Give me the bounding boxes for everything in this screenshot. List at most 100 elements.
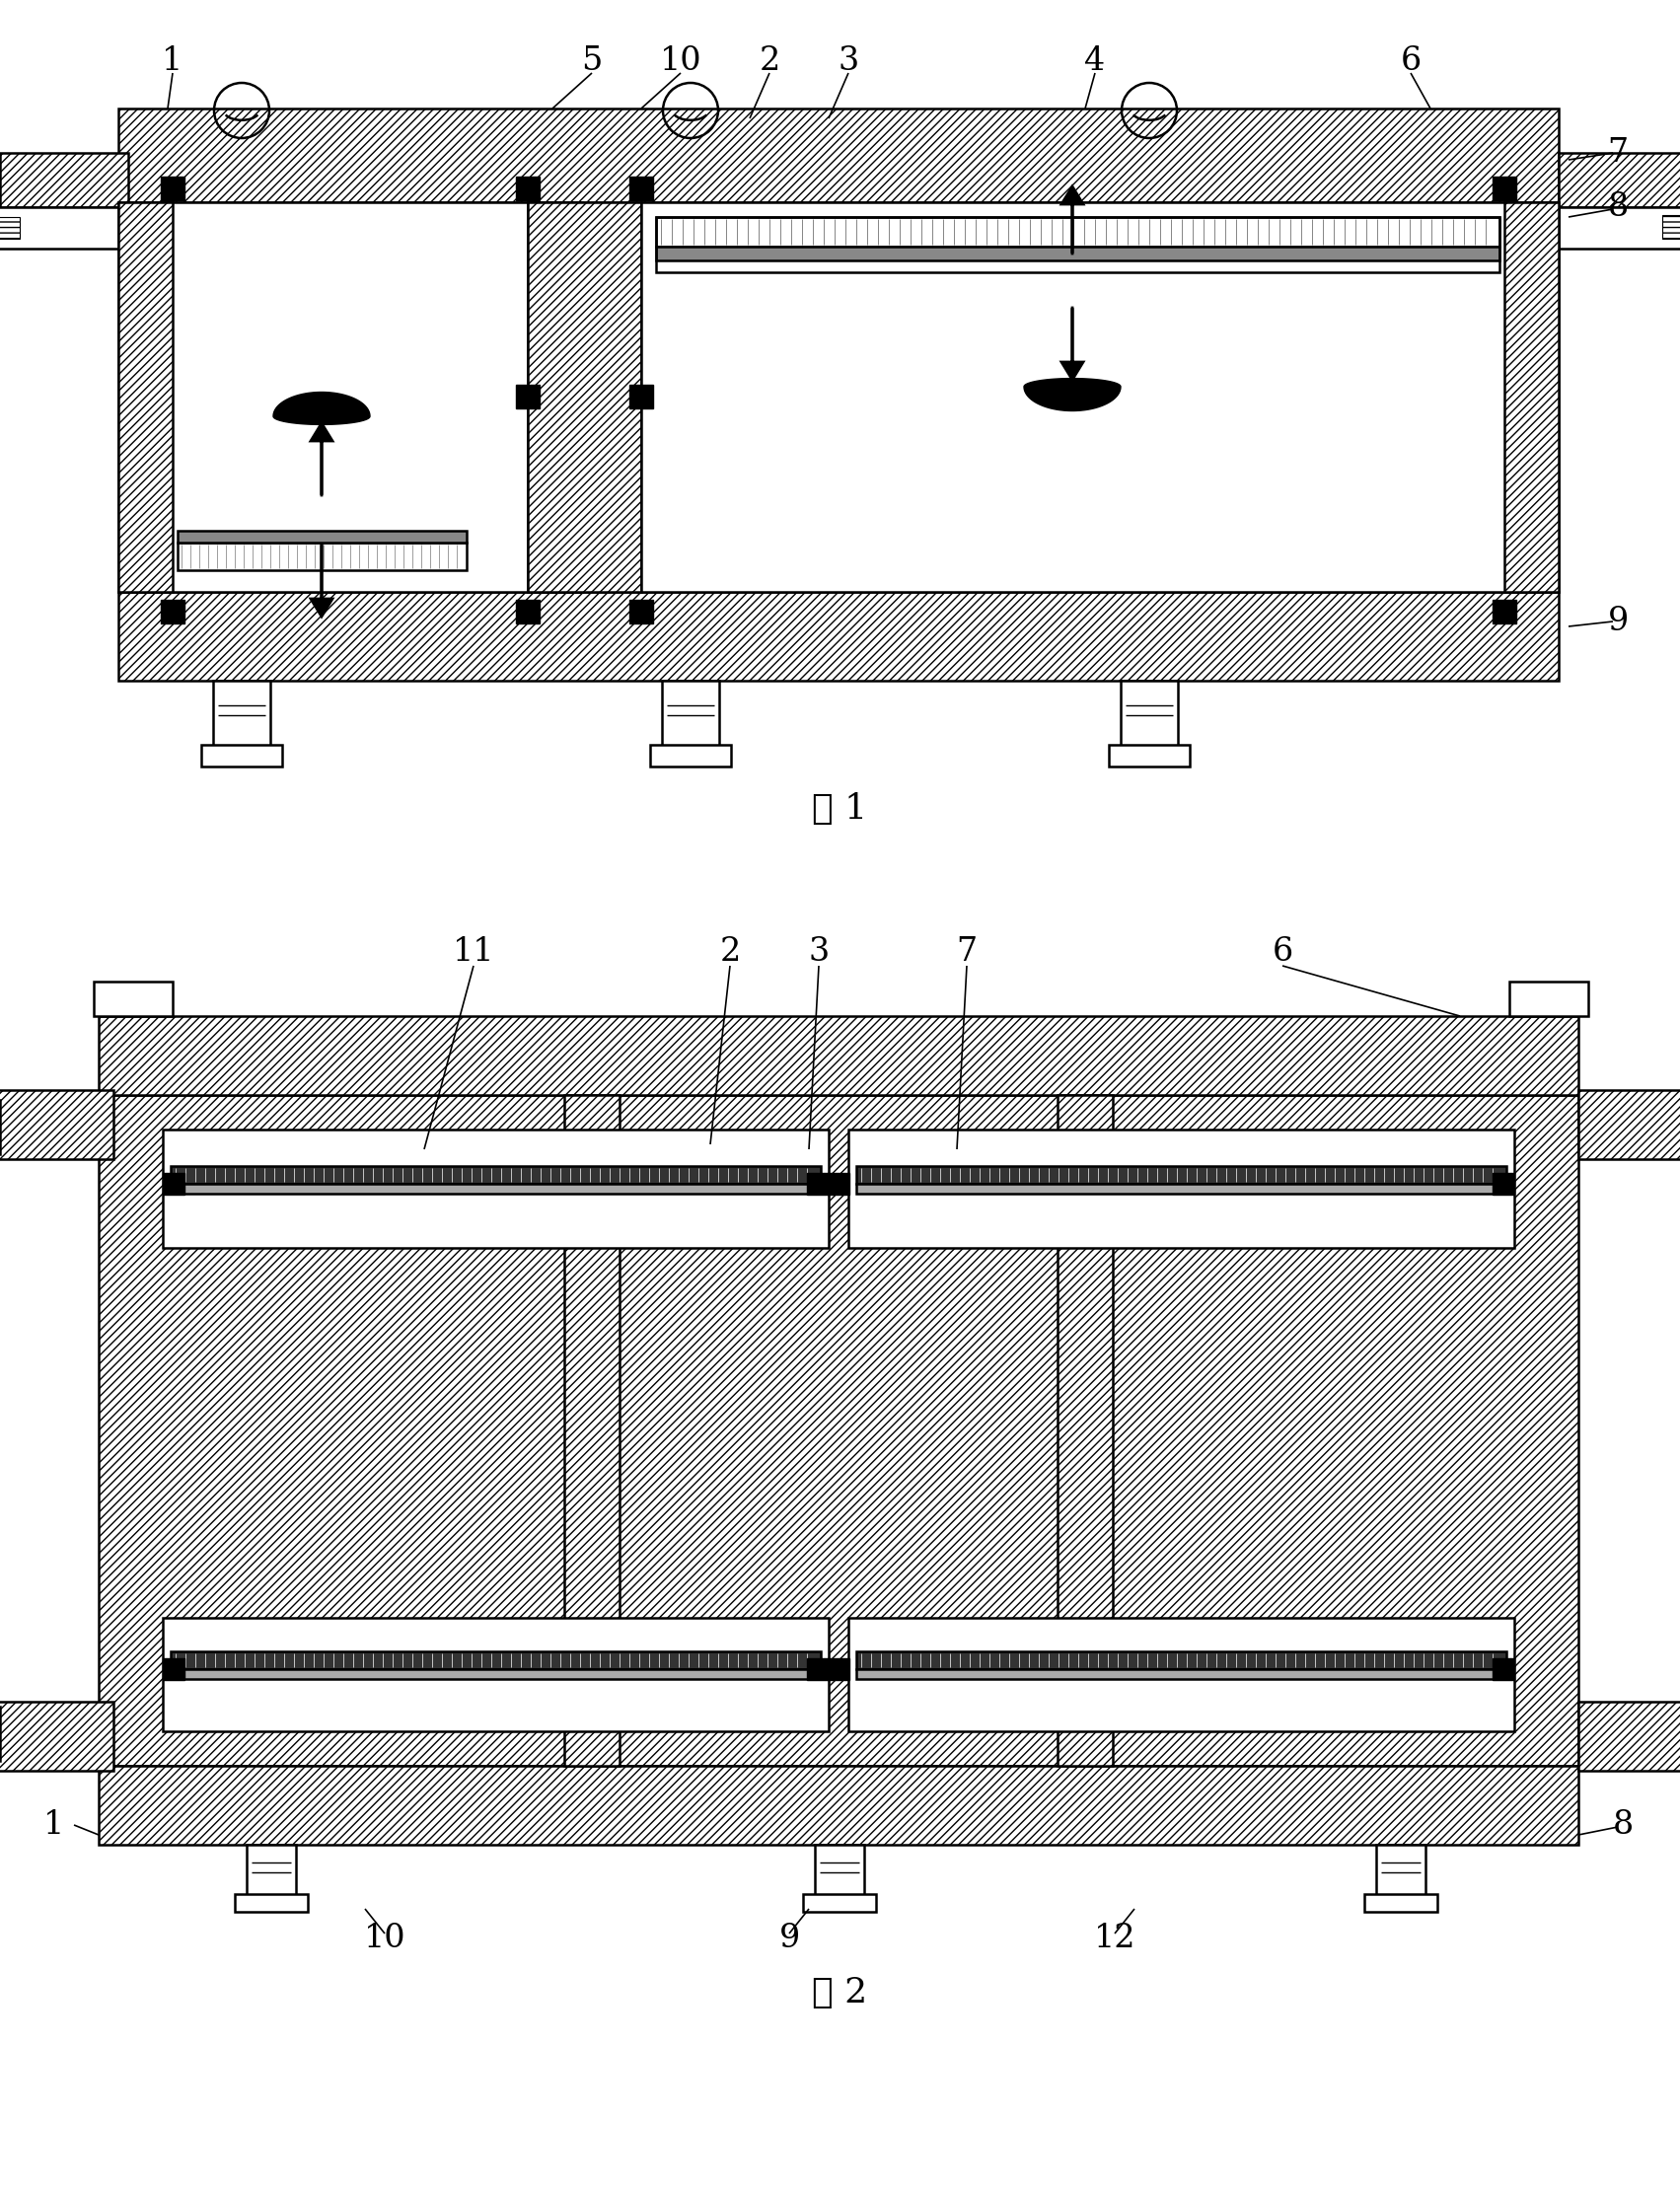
Bar — [516, 177, 539, 199]
Bar — [118, 201, 173, 591]
Bar — [815, 1844, 864, 1910]
Text: 3: 3 — [838, 46, 858, 77]
Bar — [0, 1702, 114, 1772]
Text: 6: 6 — [1272, 935, 1294, 968]
Text: 10: 10 — [363, 1923, 407, 1953]
Bar — [1492, 1174, 1514, 1194]
Bar — [247, 1844, 296, 1910]
Text: 4: 4 — [1085, 46, 1105, 77]
Bar — [655, 217, 1500, 272]
Bar — [163, 1658, 185, 1680]
Bar — [528, 201, 642, 591]
Bar — [163, 1130, 828, 1248]
Bar — [803, 1894, 875, 1912]
Bar — [1057, 1095, 1112, 1765]
Bar — [1376, 1844, 1426, 1910]
Bar — [516, 385, 539, 407]
Bar — [1109, 745, 1189, 766]
Bar — [806, 1174, 828, 1194]
Bar — [213, 681, 270, 760]
Bar — [163, 1174, 185, 1194]
Bar — [0, 153, 128, 208]
Bar — [0, 208, 128, 250]
Text: 8: 8 — [1613, 1809, 1633, 1842]
Bar — [806, 1658, 828, 1680]
Bar — [1662, 215, 1680, 239]
Bar — [0, 217, 20, 239]
Text: 11: 11 — [452, 935, 494, 968]
Text: 9: 9 — [780, 1923, 800, 1953]
Text: 7: 7 — [956, 935, 978, 968]
Bar — [0, 1091, 114, 1159]
Bar — [1579, 1091, 1680, 1159]
Bar — [642, 201, 1559, 591]
Bar — [564, 1095, 620, 1765]
Bar — [630, 385, 654, 407]
Text: 5: 5 — [581, 46, 603, 77]
Bar — [202, 745, 282, 766]
Bar — [630, 600, 654, 624]
Bar — [1364, 1894, 1438, 1912]
Bar — [828, 1658, 850, 1680]
Text: 10: 10 — [660, 46, 702, 77]
Bar — [857, 1669, 1507, 1680]
Bar — [94, 981, 173, 1016]
Bar — [1121, 681, 1178, 760]
Text: 9: 9 — [1608, 607, 1628, 637]
Bar — [662, 681, 719, 760]
Polygon shape — [1025, 379, 1121, 412]
Text: 图 1: 图 1 — [811, 793, 867, 826]
Bar — [1504, 201, 1559, 591]
Text: 7: 7 — [1608, 138, 1628, 169]
FancyArrow shape — [1062, 186, 1084, 254]
Bar — [857, 1165, 1507, 1185]
Text: 1: 1 — [163, 46, 183, 77]
Bar — [171, 1165, 822, 1185]
Bar — [163, 1618, 828, 1732]
Bar — [161, 177, 185, 199]
Bar — [630, 177, 654, 199]
Bar — [171, 1669, 822, 1680]
Bar — [848, 1618, 1514, 1732]
Bar — [857, 1185, 1507, 1194]
Bar — [99, 1765, 1579, 1844]
Bar — [235, 1894, 307, 1912]
Bar — [828, 1174, 850, 1194]
FancyArrow shape — [1062, 309, 1084, 379]
Polygon shape — [274, 392, 370, 425]
Text: 2: 2 — [759, 46, 780, 77]
Bar — [848, 1130, 1514, 1248]
FancyArrow shape — [311, 423, 333, 495]
Bar — [99, 1095, 1579, 1765]
Text: 图 2: 图 2 — [811, 1975, 867, 2010]
Bar — [528, 201, 581, 591]
Bar — [118, 591, 1559, 681]
FancyArrow shape — [311, 545, 333, 618]
Bar — [171, 1651, 822, 1669]
Bar — [1509, 981, 1588, 1016]
Bar — [99, 1016, 1579, 1095]
Text: 3: 3 — [808, 935, 830, 968]
Bar — [118, 201, 581, 591]
Bar — [178, 543, 467, 569]
Bar — [1579, 1702, 1680, 1772]
Text: 1: 1 — [44, 1809, 66, 1842]
Bar — [178, 530, 467, 543]
Bar — [1492, 177, 1517, 199]
Bar — [1492, 600, 1517, 624]
Bar — [655, 217, 1500, 247]
Bar — [650, 745, 731, 766]
Text: 8: 8 — [1608, 191, 1628, 223]
Text: 6: 6 — [1399, 46, 1421, 77]
Bar — [1492, 1658, 1514, 1680]
Bar — [161, 600, 185, 624]
Bar — [118, 110, 1559, 201]
Bar — [857, 1651, 1507, 1669]
Bar — [1559, 153, 1680, 208]
Bar — [171, 1185, 822, 1194]
Bar — [655, 247, 1500, 261]
Text: 2: 2 — [719, 935, 741, 968]
Bar — [516, 600, 539, 624]
Bar — [1559, 208, 1680, 250]
Text: 12: 12 — [1094, 1923, 1136, 1953]
